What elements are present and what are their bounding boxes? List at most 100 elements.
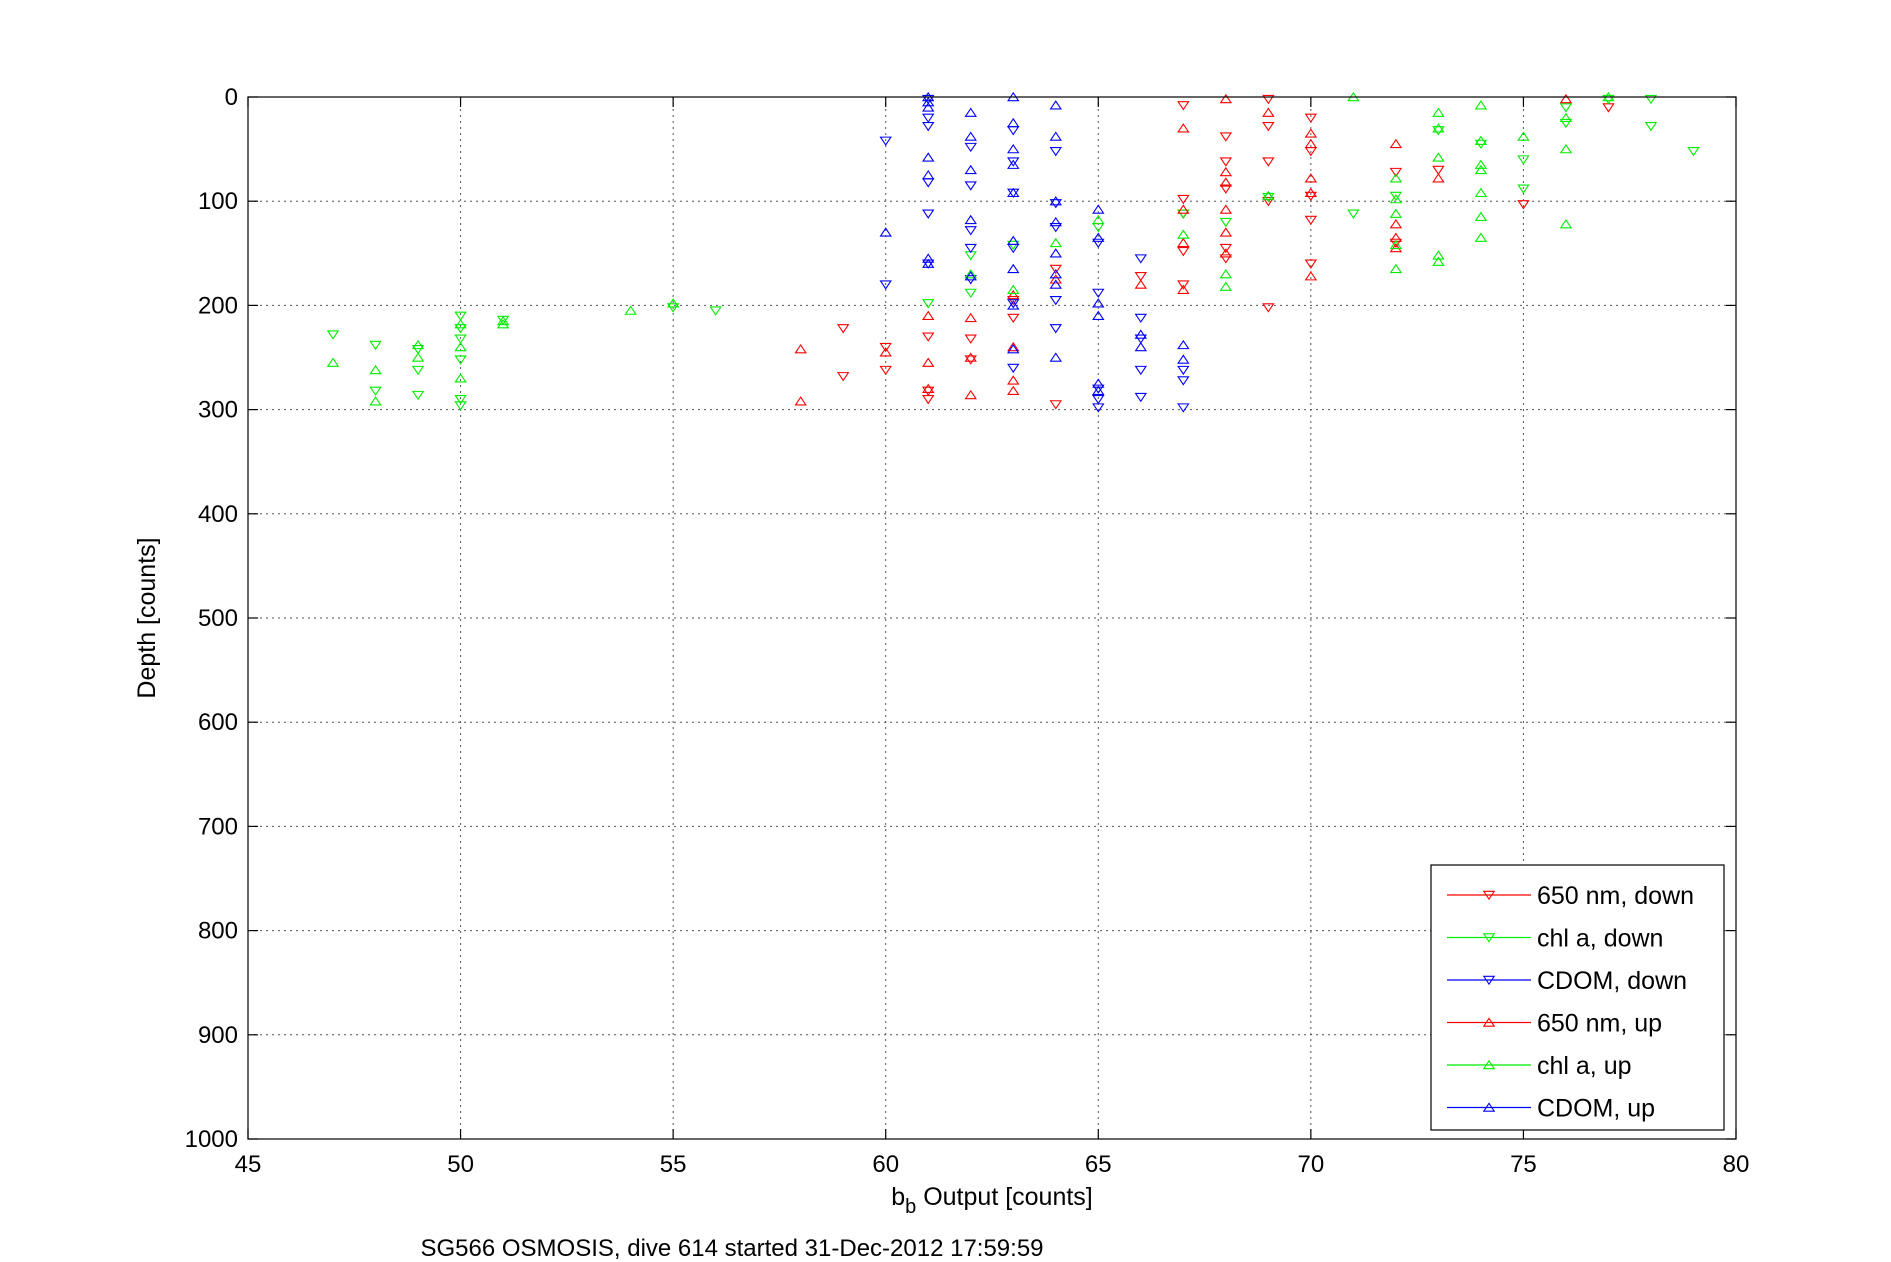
legend-item: chl a, up [1447,1052,1632,1080]
data-point [1007,235,1020,245]
y-tick-label: 200 [198,292,238,319]
data-point [1262,190,1275,201]
data-point [879,347,892,357]
data-point [922,357,935,367]
data-point [1007,363,1020,374]
data-point [922,209,935,219]
data-point [1007,159,1020,169]
data-point [1389,191,1403,202]
data-point [1474,211,1488,222]
x-tick-label: 50 [447,1151,474,1178]
x-tick-label: 55 [660,1151,687,1178]
data-point [1092,298,1105,308]
data-point [964,243,977,254]
data-point [1007,313,1020,324]
y-tick-label: 500 [198,605,238,632]
data-point [1007,187,1020,198]
data-point [1177,284,1190,294]
data-point [1134,313,1148,324]
data-point [879,365,892,376]
data-point [1219,166,1233,177]
data-point [964,164,977,175]
data-point [1007,240,1020,251]
series-650-nm-up [794,93,1573,406]
data-point [1007,117,1020,128]
data-point [1007,300,1020,310]
data-point [922,258,935,268]
y-tick-label: 900 [198,1022,238,1049]
data-point [879,227,892,237]
data-point [1092,403,1105,413]
data-point [1517,184,1530,194]
data-point [1177,280,1190,290]
data-point [1389,263,1403,274]
data-point [1177,123,1190,133]
data-point [922,102,935,112]
data-point [1432,107,1445,117]
data-point [1644,94,1658,105]
data-point [836,324,850,334]
data-point [1219,254,1233,264]
series-cdom-up [879,91,1190,396]
data-point [1007,263,1020,274]
data-point [1474,100,1488,110]
data-point [1007,295,1020,306]
tick-labels: 45 50 55 60 65 70 75 80010020030040050060070080… [185,84,1750,1178]
y-tick-label: 800 [198,918,238,945]
legend-label: 650 nm, down [1537,882,1694,910]
data-point [1049,216,1062,227]
data-point [964,107,977,117]
data-point [1049,223,1062,233]
data-point [369,396,382,406]
data-point [1559,93,1573,104]
data-point [326,357,340,367]
data-point [1432,173,1445,183]
data-point [1134,392,1148,403]
x-axis-label-main: b [891,1183,905,1211]
data-point [1389,239,1403,250]
data-point [1432,152,1445,162]
data-point [922,332,935,342]
x-axis-label: bb Output [counts] [891,1183,1093,1218]
data-point [1134,279,1148,289]
data-point [1304,271,1318,281]
data-point [879,342,892,353]
data-point [1219,184,1233,194]
grid [248,97,1736,1139]
data-point [666,298,680,308]
data-point [1049,279,1062,289]
data-point [1432,165,1445,176]
data-point [1134,254,1148,264]
y-tick-label: 700 [198,813,238,840]
legend-item: 650 nm, down [1447,882,1694,910]
data-point [1389,138,1403,149]
data-point [1177,194,1190,205]
data-point [1049,295,1062,306]
legend-label: 650 nm, up [1537,1010,1662,1038]
data-point [1049,268,1062,279]
data-point [1219,93,1233,104]
data-point [1432,250,1445,260]
legend-label: CDOM, down [1537,967,1687,995]
data-point [326,330,340,340]
data-point [922,310,935,321]
data-point [1092,232,1105,242]
legend-label: CDOM, up [1537,1095,1655,1123]
data-point [922,386,935,396]
data-point [1049,274,1062,284]
data-point [1177,101,1190,111]
data-point [1262,157,1275,167]
data-point [1092,385,1105,396]
data-point [1432,126,1445,136]
legend-item: chl a, down [1447,925,1663,953]
data-point [1219,204,1233,214]
data-point [1219,281,1233,291]
data-point [922,394,935,405]
y-tick-label: 100 [198,188,238,215]
data-point [454,401,467,411]
data-point [1007,289,1020,300]
data-point [964,181,977,191]
data-point [1177,376,1190,386]
data-point [1007,375,1020,385]
data-point [1134,334,1148,344]
